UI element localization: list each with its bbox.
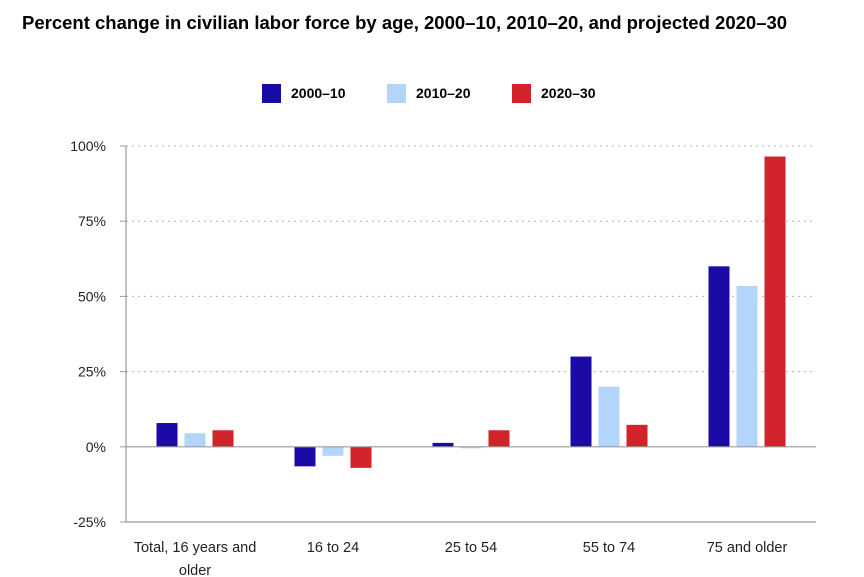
x-category-label: 16 to 24: [307, 540, 359, 556]
legend-swatch-2020-30: [512, 83, 531, 103]
x-category-label: 25 to 54: [445, 540, 497, 556]
bar: [764, 156, 786, 447]
x-category-label: Total, 16 years and: [134, 540, 257, 556]
chart-title: Percent change in civilian labor force b…: [22, 12, 788, 33]
bar: [294, 446, 316, 467]
bar: [432, 442, 454, 447]
legend-item-2000-10: 2000–10: [262, 83, 346, 103]
legend-item-2010-20: 2010–20: [387, 83, 471, 103]
legend-label-2000-10: 2000–10: [291, 85, 346, 101]
y-tick-label: 50%: [78, 288, 106, 304]
y-tick-label: 25%: [78, 364, 106, 380]
legend-item-2020-30: 2020–30: [512, 83, 596, 103]
y-tick-label: 75%: [78, 213, 106, 229]
bar: [570, 356, 592, 447]
bar: [488, 430, 510, 447]
bar: [736, 285, 758, 447]
y-tick-label: -25%: [73, 514, 106, 530]
bar: [598, 386, 620, 447]
y-tick-label: 0%: [86, 439, 106, 455]
bar: [184, 433, 206, 447]
legend-label-2020-30: 2020–30: [541, 85, 596, 101]
legend-label-2010-20: 2010–20: [416, 85, 471, 101]
bar: [212, 430, 234, 447]
x-category-label: 55 to 74: [583, 540, 635, 556]
bar: [156, 423, 178, 447]
bar: [460, 446, 482, 449]
bar: [708, 266, 730, 447]
bar: [626, 424, 648, 447]
bar: [350, 446, 372, 468]
x-category-label: 75 and older: [707, 540, 788, 556]
legend-swatch-2010-20: [387, 83, 406, 103]
legend-swatch-2000-10: [262, 83, 281, 103]
y-tick-label: 100%: [70, 138, 106, 154]
x-category-label: older: [179, 563, 211, 577]
chart-legend: 2000–10 2010–20 2020–30: [0, 83, 864, 103]
bar: [322, 446, 344, 456]
